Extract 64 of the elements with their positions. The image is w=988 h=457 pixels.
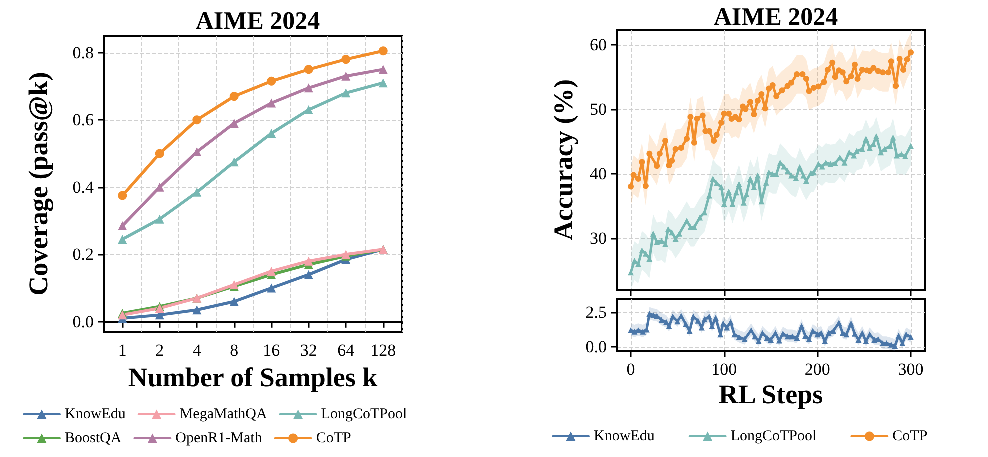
point	[118, 235, 128, 244]
chart-title: AIME 2024	[714, 4, 839, 31]
y-tick-label: 0.8	[72, 43, 94, 62]
point	[118, 222, 128, 231]
legend-label: KnowEdu	[65, 406, 126, 422]
x-tick-label: 128	[370, 341, 396, 360]
legend-label: CoTP	[316, 430, 352, 446]
y-tick-label: 2.5	[586, 303, 607, 322]
y-tick-label: 0.4	[72, 178, 94, 197]
point	[304, 256, 314, 266]
point	[267, 129, 276, 138]
point	[342, 55, 351, 64]
y-tick-label: 60	[590, 35, 607, 54]
point	[267, 266, 276, 276]
x-tick-label: 16	[263, 341, 280, 360]
x-tick-label: 8	[230, 341, 239, 360]
x-axis-title: Number of Samples k	[128, 362, 378, 392]
x-axis-title: RL Steps	[718, 380, 824, 410]
point	[342, 72, 351, 81]
x-tick-label: 4	[192, 341, 202, 360]
legend-label: BoostQA	[65, 430, 122, 446]
point	[192, 116, 202, 125]
y-tick-label: 40	[590, 164, 607, 184]
legend-label: OpenR1-Math	[176, 430, 263, 446]
x-tick-label: 0	[626, 360, 636, 379]
x-tick-label: 200	[804, 360, 830, 379]
x-tick-label: 300	[898, 360, 924, 379]
point	[378, 46, 388, 56]
point	[155, 149, 164, 158]
x-tick-label: 32	[300, 341, 318, 360]
chart-title: AIME 2024	[196, 8, 321, 35]
x-tick-label: 1	[118, 341, 127, 360]
x-tick-label: 100	[712, 360, 738, 379]
point	[230, 92, 239, 102]
y-tick-label: 0.0	[72, 312, 94, 332]
point	[118, 191, 128, 200]
y-tick-label: 0.0	[586, 337, 607, 356]
point	[378, 65, 388, 74]
legend-label: CoTP	[892, 428, 928, 444]
point	[378, 78, 388, 88]
y-axis-title: Accuracy (%)	[548, 79, 578, 241]
x-tick-label: 2	[156, 341, 164, 360]
legend-label: KnowEdu	[594, 428, 656, 444]
point	[267, 98, 276, 108]
y-axis-title: Coverage (pass@k)	[24, 72, 54, 296]
point	[155, 214, 164, 224]
y-tick-label: 30	[590, 228, 607, 248]
x-tick-label: 64	[338, 341, 356, 360]
y-tick-label: 0.2	[72, 245, 94, 264]
point	[267, 76, 276, 86]
point	[342, 88, 351, 98]
legend-label: LongCoTPool	[730, 428, 817, 444]
point	[230, 297, 239, 306]
point	[192, 188, 202, 197]
y-tick-label: 0.6	[72, 110, 94, 130]
point	[192, 306, 202, 315]
point	[304, 106, 314, 114]
point	[304, 270, 314, 280]
point	[304, 65, 314, 74]
y-tick-label: 50	[590, 100, 607, 119]
point	[267, 284, 276, 293]
legend-label: LongCoTPool	[321, 406, 408, 422]
legend-label: MegaMathQA	[180, 406, 268, 422]
point	[304, 84, 314, 93]
